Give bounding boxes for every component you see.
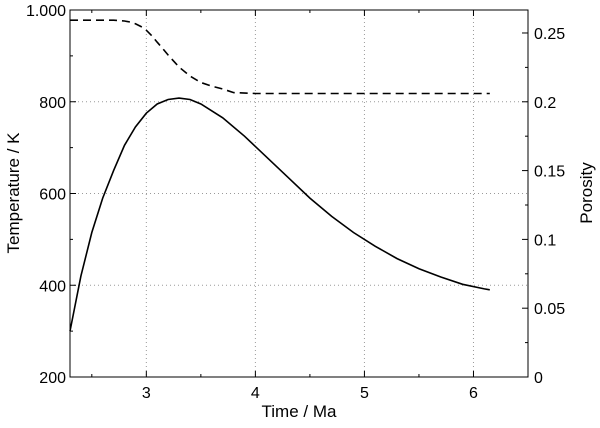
y-left-tick-label: 800 bbox=[39, 95, 66, 112]
y-right-tick-label: 0.25 bbox=[534, 26, 565, 43]
temperature-line bbox=[69, 97, 490, 332]
x-axis-label: Time / Ma bbox=[262, 402, 337, 421]
x-tick-label: 6 bbox=[469, 385, 478, 402]
y-right-tick-label: 0.1 bbox=[534, 232, 556, 249]
y-right-tick-label: 0.05 bbox=[534, 301, 565, 318]
porosity-line bbox=[70, 19, 490, 95]
y-left-tick-label: 1.000 bbox=[26, 3, 66, 20]
axes: 3 4 5 6 200 400 600 800 1.000 0 0.05 0.1 0.15 0.2 0.25 bbox=[26, 3, 565, 402]
series-layer bbox=[69, 19, 490, 332]
y-right-tick-label: 0 bbox=[534, 370, 543, 387]
y-left-tick-label: 200 bbox=[39, 370, 66, 387]
y-axis-left-label: Temperature / K bbox=[4, 132, 23, 254]
y-axis-right-label: Porosity bbox=[577, 162, 596, 224]
y-left-tick-label: 600 bbox=[39, 187, 66, 204]
x-tick-label: 3 bbox=[142, 385, 151, 402]
y-right-tick-label: 0.2 bbox=[534, 95, 556, 112]
y-right-tick-label: 0.15 bbox=[534, 164, 565, 181]
y-left-tick-label: 400 bbox=[39, 278, 66, 295]
x-tick-label: 4 bbox=[251, 385, 260, 402]
x-tick-label: 5 bbox=[360, 385, 369, 402]
grid bbox=[70, 10, 528, 377]
